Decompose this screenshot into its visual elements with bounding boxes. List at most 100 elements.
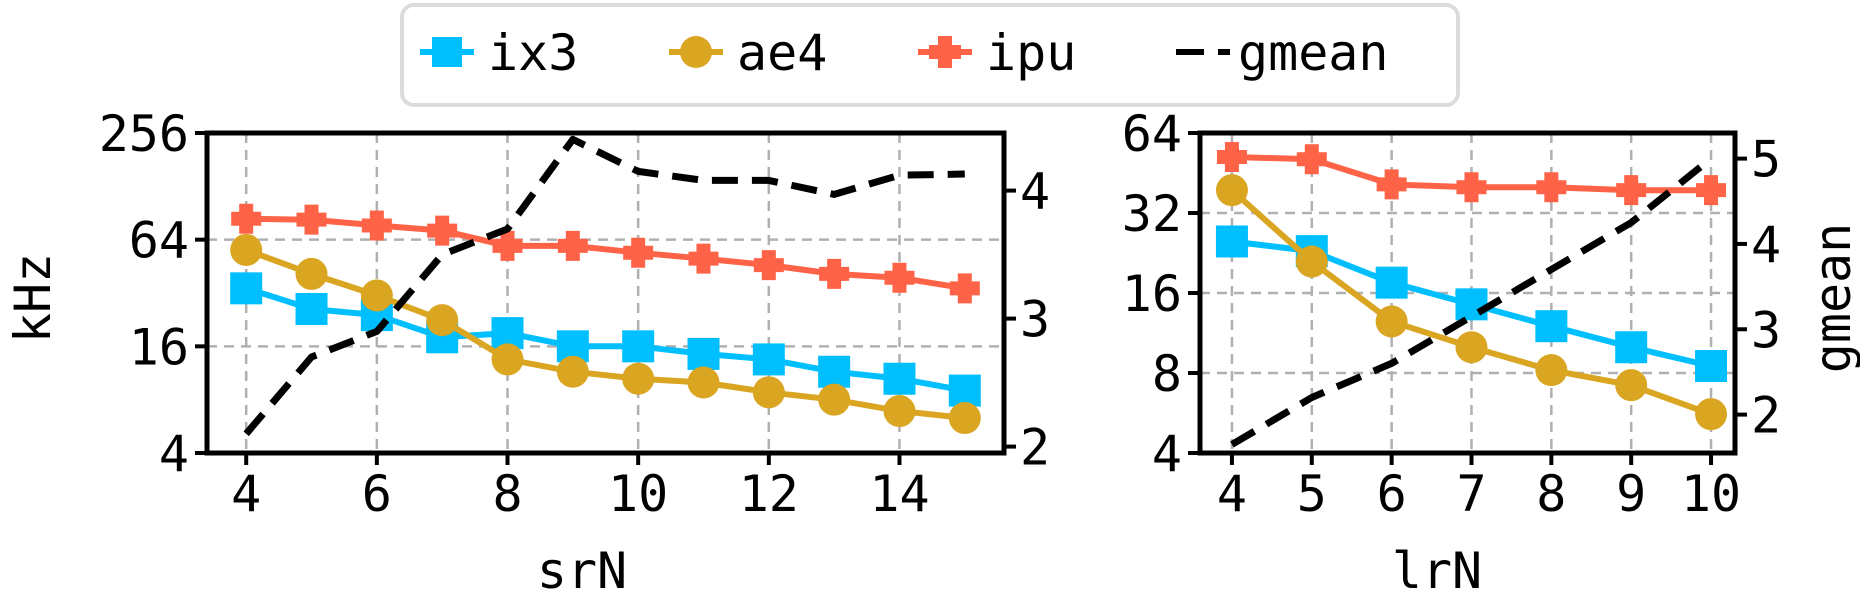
chart-left-point-ix3 — [883, 362, 916, 395]
chart-left: 4 6 8 10 12 14 4 16 64 256 2 3 4 srN kHz — [4, 105, 1050, 600]
chart-right-xlabel: lrN — [1392, 542, 1482, 600]
chart-left-series-line-gmean — [243, 135, 965, 437]
y-tick-label: 256 — [99, 105, 189, 163]
chart-left-point-ipu — [884, 262, 915, 293]
chart-left-point-ae4 — [556, 355, 589, 388]
chart-right-point-ipu — [1296, 144, 1327, 175]
x-tick-label: 8 — [1536, 465, 1566, 523]
chart-right-point-ae4 — [1215, 174, 1248, 207]
y-tick-label: 32 — [1122, 185, 1182, 243]
y2-tick-label: 2 — [1751, 387, 1781, 445]
y-tick-label: 16 — [1122, 265, 1182, 323]
legend-swatch-ae4-marker — [680, 36, 712, 68]
x-tick-label: 12 — [739, 465, 799, 523]
chart-left-point-ae4 — [295, 257, 328, 290]
legend: ix3 ae4 ipu gmean — [400, 3, 1460, 107]
chart-left-point-ipu — [753, 250, 784, 281]
legend-label-gmean: gmean — [1238, 24, 1389, 82]
chart-right-y2label: gmean — [1804, 223, 1860, 374]
chart-left-point-ae4 — [622, 362, 655, 395]
chart-left-point-ipu — [949, 273, 980, 304]
chart-right-series-line-gmean — [1230, 155, 1714, 448]
chart-left-point-ipu — [296, 204, 327, 235]
chart-left-axes: 4 6 8 10 12 14 4 16 64 256 2 3 4 — [99, 105, 1050, 523]
legend-swatch-ipu-marker — [929, 36, 961, 68]
y2-tick-label: 3 — [1751, 301, 1781, 359]
chart-left-point-ipu — [427, 215, 458, 246]
chart-right-point-ix3 — [1615, 331, 1648, 364]
y2-tick-label: 4 — [1751, 216, 1781, 274]
chart-right-point-ipu — [1616, 175, 1647, 206]
x-tick-label: 6 — [362, 465, 392, 523]
x-tick-label: 5 — [1297, 465, 1327, 523]
chart-left-point-ipu — [492, 230, 523, 261]
chart-right-series — [1215, 141, 1728, 448]
legend-item-ix3: ix3 — [420, 24, 578, 82]
chart-right-point-ipu — [1456, 172, 1487, 203]
legend-item-ae4: ae4 — [669, 24, 827, 82]
x-tick-label: 4 — [231, 465, 261, 523]
x-tick-label: 14 — [869, 465, 929, 523]
y2-tick-label: 2 — [1020, 419, 1050, 477]
chart-right-point-ipu — [1696, 175, 1727, 206]
x-tick-label: 9 — [1616, 465, 1646, 523]
chart-left-frame — [204, 130, 1007, 456]
chart-left-xlabel: srN — [537, 542, 627, 600]
chart-left-point-ae4 — [752, 376, 785, 409]
legend-label-ix3: ix3 — [488, 24, 578, 82]
chart-right-point-ae4 — [1295, 245, 1328, 278]
chart-left-point-ae4 — [230, 233, 263, 266]
chart-left-point-ix3 — [752, 343, 785, 376]
y2-tick-label: 3 — [1020, 291, 1050, 349]
chart-left-point-ipu — [231, 203, 262, 234]
chart-left-point-ae4 — [818, 383, 851, 416]
chart-left-point-ix3 — [687, 337, 720, 370]
chart-left-series — [230, 135, 981, 437]
chart-left-point-ipu — [557, 230, 588, 261]
legend-item-ipu: ipu — [918, 24, 1076, 82]
x-tick-label: 10 — [608, 465, 668, 523]
chart-right-point-ix3 — [1695, 350, 1728, 383]
chart-left-point-ae4 — [491, 343, 524, 376]
chart-right-point-ae4 — [1535, 354, 1568, 387]
y-tick-label: 4 — [159, 425, 189, 483]
chart-right-point-ix3 — [1455, 288, 1488, 321]
chart-right-point-ipu — [1536, 172, 1567, 203]
x-tick-label: 10 — [1681, 465, 1741, 523]
chart-left-point-ae4 — [687, 366, 720, 399]
chart-left-point-ix3 — [230, 272, 263, 305]
legend-label-ae4: ae4 — [737, 24, 827, 82]
chart-right-point-ae4 — [1615, 369, 1648, 402]
chart-right-point-ipu — [1216, 141, 1247, 172]
chart-left-point-ipu — [623, 237, 654, 268]
chart-right-point-ae4 — [1695, 398, 1728, 431]
y-tick-label: 64 — [1122, 105, 1182, 163]
chart-left-point-ix3 — [818, 355, 851, 388]
chart-left-point-ae4 — [360, 279, 393, 312]
legend-item-gmean: gmean — [1176, 24, 1389, 82]
chart-left-point-ix3 — [948, 374, 981, 407]
chart-right-point-ix3 — [1535, 310, 1568, 343]
chart-left-point-ae4 — [948, 402, 981, 435]
chart-left-point-ipu — [688, 243, 719, 274]
chart-left-point-ae4 — [426, 304, 459, 337]
chart-right-point-ix3 — [1375, 266, 1408, 299]
y2-tick-label: 4 — [1020, 163, 1050, 221]
x-tick-label: 4 — [1217, 465, 1247, 523]
y2-tick-label: 5 — [1751, 131, 1781, 189]
chart-left-point-ipu — [361, 210, 392, 241]
chart-right-point-ae4 — [1455, 331, 1488, 364]
x-tick-label: 8 — [492, 465, 522, 523]
chart-right-point-ae4 — [1375, 305, 1408, 338]
chart-left-point-ipu — [819, 258, 850, 289]
chart-left-point-ae4 — [883, 395, 916, 428]
x-tick-label: 6 — [1377, 465, 1407, 523]
y-tick-label: 8 — [1152, 345, 1182, 403]
chart-right-point-ix3 — [1215, 225, 1248, 258]
y-tick-label: 64 — [129, 212, 189, 270]
x-tick-label: 7 — [1456, 465, 1486, 523]
chart-left-series-line-ipu — [246, 215, 966, 292]
